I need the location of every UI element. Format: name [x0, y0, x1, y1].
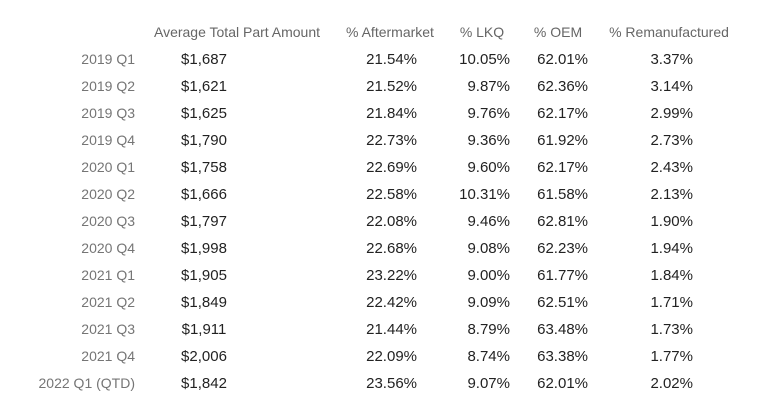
- cell-oem: 61.92%: [537, 132, 588, 149]
- cell-lkq: 9.08%: [467, 240, 510, 257]
- cell-lkq: 8.74%: [467, 348, 510, 365]
- cell-aftermarket: 22.42%: [366, 294, 417, 311]
- row-label: 2021 Q2: [81, 294, 135, 310]
- cell-oem: 61.77%: [537, 267, 588, 284]
- cell-remanufactured: 1.94%: [650, 240, 693, 257]
- table-row: 2019 Q2 $1,621 21.52% 9.87% 62.36% 3.14%: [0, 73, 757, 100]
- table-row: 2020 Q3 $1,797 22.08% 9.46% 62.81% 1.90%: [0, 208, 757, 235]
- cell-remanufactured: 1.71%: [650, 294, 693, 311]
- table-row: 2020 Q1 $1,758 22.69% 9.60% 62.17% 2.43%: [0, 154, 757, 181]
- cell-remanufactured: 1.73%: [650, 321, 693, 338]
- cell-aftermarket: 21.54%: [366, 51, 417, 68]
- cell-aftermarket: 22.09%: [366, 348, 417, 365]
- cell-lkq: 9.36%: [467, 132, 510, 149]
- table-row: 2019 Q4 $1,790 22.73% 9.36% 61.92% 2.73%: [0, 127, 757, 154]
- cell-remanufactured: 3.14%: [650, 78, 693, 95]
- cell-aftermarket: 23.22%: [366, 267, 417, 284]
- cell-remanufactured: 1.90%: [650, 213, 693, 230]
- cell-oem: 63.48%: [537, 321, 588, 338]
- cell-remanufactured: 3.37%: [650, 51, 693, 68]
- row-label: 2021 Q1: [81, 267, 135, 283]
- cell-lkq: 9.00%: [467, 267, 510, 284]
- row-label: 2019 Q1: [81, 51, 135, 67]
- cell-remanufactured: 2.99%: [650, 105, 693, 122]
- cell-remanufactured: 2.02%: [650, 375, 693, 392]
- cell-aftermarket: 22.58%: [366, 186, 417, 203]
- table-row: 2022 Q1 (QTD) $1,842 23.56% 9.07% 62.01% 2.02…: [0, 370, 757, 397]
- cell-remanufactured: 1.77%: [650, 348, 693, 365]
- cell-amount: $1,621: [181, 78, 227, 95]
- cell-lkq: 9.60%: [467, 159, 510, 176]
- cell-oem: 62.17%: [537, 105, 588, 122]
- header-remanufactured: % Remanufactured: [609, 24, 729, 40]
- cell-lkq: 9.09%: [467, 294, 510, 311]
- cell-amount: $1,911: [181, 321, 227, 338]
- cell-remanufactured: 2.73%: [650, 132, 693, 149]
- cell-oem: 62.81%: [537, 213, 588, 230]
- row-label: 2021 Q4: [81, 348, 135, 364]
- row-label: 2019 Q4: [81, 132, 135, 148]
- header-aftermarket: % Aftermarket: [346, 24, 434, 40]
- cell-aftermarket: 21.52%: [366, 78, 417, 95]
- cell-lkq: 9.07%: [467, 375, 510, 392]
- table-row: 2021 Q2 $1,849 22.42% 9.09% 62.51% 1.71%: [0, 289, 757, 316]
- cell-lkq: 10.31%: [459, 186, 510, 203]
- cell-lkq: 9.87%: [467, 78, 510, 95]
- cell-remanufactured: 2.13%: [650, 186, 693, 203]
- cell-oem: 62.01%: [537, 51, 588, 68]
- row-label: 2020 Q1: [81, 159, 135, 175]
- cell-remanufactured: 1.84%: [650, 267, 693, 284]
- cell-oem: 62.17%: [537, 159, 588, 176]
- cell-aftermarket: 22.73%: [366, 132, 417, 149]
- cell-aftermarket: 22.68%: [366, 240, 417, 257]
- row-label: 2021 Q3: [81, 321, 135, 337]
- cell-aftermarket: 23.56%: [366, 375, 417, 392]
- cell-amount: $1,625: [181, 105, 227, 122]
- cell-oem: 62.36%: [537, 78, 588, 95]
- cell-aftermarket: 21.84%: [366, 105, 417, 122]
- cell-amount: $1,905: [181, 267, 227, 284]
- row-label: 2019 Q2: [81, 78, 135, 94]
- cell-lkq: 9.46%: [467, 213, 510, 230]
- cell-amount: $1,758: [181, 159, 227, 176]
- cell-oem: 62.01%: [537, 375, 588, 392]
- cell-amount: $1,842: [181, 375, 227, 392]
- table-row: 2020 Q4 $1,998 22.68% 9.08% 62.23% 1.94%: [0, 235, 757, 262]
- cell-amount: $2,006: [181, 348, 227, 365]
- cell-aftermarket: 22.69%: [366, 159, 417, 176]
- table-row: 2021 Q3 $1,911 21.44% 8.79% 63.48% 1.73%: [0, 316, 757, 343]
- row-label: 2020 Q2: [81, 186, 135, 202]
- header-lkq: % LKQ: [459, 24, 505, 40]
- row-label: 2020 Q4: [81, 240, 135, 256]
- cell-aftermarket: 21.44%: [366, 321, 417, 338]
- table-row: 2021 Q1 $1,905 23.22% 9.00% 61.77% 1.84%: [0, 262, 757, 289]
- cell-oem: 62.51%: [537, 294, 588, 311]
- cell-oem: 63.38%: [537, 348, 588, 365]
- cell-amount: $1,666: [181, 186, 227, 203]
- cell-oem: 62.23%: [537, 240, 588, 257]
- cell-amount: $1,790: [181, 132, 227, 149]
- header-average-total-part-amount: Average Total Part Amount: [153, 24, 321, 40]
- cell-amount: $1,849: [181, 294, 227, 311]
- cell-lkq: 10.05%: [459, 51, 510, 68]
- cell-lkq: 8.79%: [467, 321, 510, 338]
- cell-aftermarket: 22.08%: [366, 213, 417, 230]
- cell-lkq: 9.76%: [467, 105, 510, 122]
- row-label: 2020 Q3: [81, 213, 135, 229]
- cell-amount: $1,797: [181, 213, 227, 230]
- cell-amount: $1,687: [181, 51, 227, 68]
- row-label: 2019 Q3: [81, 105, 135, 121]
- table-row: 2020 Q2 $1,666 22.58% 10.31% 61.58% 2.13%: [0, 181, 757, 208]
- table-row: 2019 Q1 $1,687 21.54% 10.05% 62.01% 3.37%: [0, 46, 757, 73]
- cell-remanufactured: 2.43%: [650, 159, 693, 176]
- row-label: 2022 Q1 (QTD): [38, 375, 135, 391]
- cell-oem: 61.58%: [537, 186, 588, 203]
- table-row: 2021 Q4 $2,006 22.09% 8.74% 63.38% 1.77%: [0, 343, 757, 370]
- table-row: 2019 Q3 $1,625 21.84% 9.76% 62.17% 2.99%: [0, 100, 757, 127]
- header-oem: % OEM: [533, 24, 583, 40]
- cell-amount: $1,998: [181, 240, 227, 257]
